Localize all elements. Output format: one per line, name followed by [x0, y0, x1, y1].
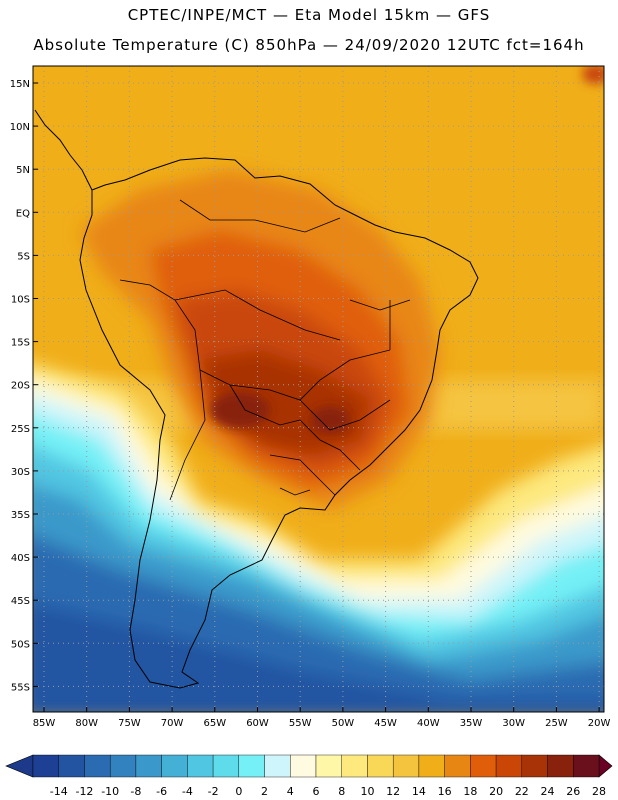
colorbar-swatch	[315, 754, 342, 778]
latitude-labels: 15N 10N 5N EQ 5S 10S 15S 20S 25S 30S 35S 40S 45S 50S 5…	[10, 79, 30, 693]
colorbar-label: 26	[566, 785, 580, 798]
lat-label: 35S	[11, 510, 30, 521]
lat-label: 25S	[11, 424, 30, 435]
colorbar-swatch	[392, 754, 420, 778]
colorbar-label: 10	[360, 785, 374, 798]
colorbar-label: 28	[592, 785, 606, 798]
lat-label: 10N	[10, 122, 30, 133]
map-subtitle: Absolute Temperature (C) 850hPa — 24/09/…	[33, 36, 585, 54]
lat-label: 5S	[17, 251, 30, 262]
colorbar-swatch	[135, 754, 162, 778]
lat-label: 30S	[11, 467, 30, 478]
lon-label: 40W	[417, 718, 440, 729]
colorbar-swatch	[161, 754, 188, 778]
colorbar-label: -2	[208, 785, 219, 798]
colorbar-label: 20	[489, 785, 503, 798]
lat-label: 15N	[10, 79, 30, 90]
colorbar-label: -4	[182, 785, 193, 798]
country-borders	[119, 199, 411, 501]
colorbar-label: -10	[101, 785, 119, 798]
lon-label: 45W	[374, 718, 397, 729]
colorbar-label: 4	[287, 785, 294, 798]
colorbar-label: 24	[541, 785, 555, 798]
lon-label: 70W	[161, 718, 184, 729]
lat-label: 50S	[11, 639, 30, 650]
colorbar-label: -14	[50, 785, 68, 798]
lat-label: 20S	[11, 381, 30, 392]
lat-label: 5N	[16, 165, 30, 176]
colorbar-swatch	[418, 754, 445, 778]
colorbar-label: 12	[386, 785, 400, 798]
lon-label: 20W	[588, 718, 611, 729]
colorbar-label: 2	[261, 785, 268, 798]
colorbar-label: -8	[130, 785, 141, 798]
colorbar-label: 22	[515, 785, 529, 798]
lon-label: 60W	[246, 718, 269, 729]
colorbar-label: 0	[235, 785, 242, 798]
colorbar-swatch	[187, 754, 214, 778]
colorbar-label: 8	[338, 785, 345, 798]
colorbar-swatch	[495, 754, 523, 778]
colorbar-swatch	[547, 754, 574, 778]
lon-label: 85W	[33, 718, 56, 729]
colorbar-swatch	[341, 754, 368, 778]
lat-label: EQ	[16, 208, 30, 219]
colorbar-swatch	[84, 754, 111, 778]
colorbar-label: -12	[75, 785, 93, 798]
colorbar-swatch	[573, 754, 600, 778]
colorbar-swatch	[444, 754, 471, 778]
lon-label: 25W	[545, 718, 568, 729]
colorbar: -14 -12 -10 -8 -6 -4 -2 0 2 4 6 8 10 12 14 16 18 20 22 24 26…	[5, 754, 613, 798]
lat-label: 10S	[11, 295, 30, 306]
colorbar-label: -6	[156, 785, 167, 798]
lon-label: 35W	[460, 718, 483, 729]
map-title: CPTEC/INPE/MCT — Eta Model 15km — GFS	[127, 6, 491, 24]
lat-label: 45S	[11, 596, 30, 607]
lat-label: 55S	[11, 682, 30, 693]
lat-lon-grid	[33, 66, 604, 712]
colorbar-swatch	[290, 754, 317, 778]
colorbar-swatch	[264, 754, 291, 778]
lon-label: 75W	[118, 718, 141, 729]
lon-label: 55W	[289, 718, 312, 729]
colorbar-label: 16	[438, 785, 452, 798]
colorbar-label: 14	[412, 785, 426, 798]
colorbar-swatch	[238, 754, 265, 778]
colorbar-swatch	[32, 754, 59, 778]
colorbar-swatch	[367, 754, 394, 778]
lat-label: 15S	[11, 338, 30, 349]
colorbar-swatch	[521, 754, 548, 778]
colorbar-high-arrow	[598, 754, 613, 778]
lat-label: 40S	[11, 553, 30, 564]
lon-label: 30W	[502, 718, 525, 729]
colorbar-label: 18	[463, 785, 477, 798]
colorbar-swatch	[212, 754, 240, 778]
colorbar-swatch	[470, 754, 497, 778]
longitude-labels: 85W 80W 75W 70W 65W 60W 55W 50W 45W 40W 35W 30W 25W 2…	[33, 718, 611, 729]
colorbar-low-arrow	[5, 754, 34, 778]
lon-label: 50W	[332, 718, 355, 729]
lon-label: 80W	[75, 718, 98, 729]
colorbar-swatch	[109, 754, 137, 778]
lon-label: 65W	[203, 718, 226, 729]
temperature-field	[33, 66, 604, 712]
continent-outline	[34, 109, 479, 689]
colorbar-label: 6	[313, 785, 320, 798]
colorbar-swatch	[58, 754, 85, 778]
map-frame	[32, 65, 605, 713]
